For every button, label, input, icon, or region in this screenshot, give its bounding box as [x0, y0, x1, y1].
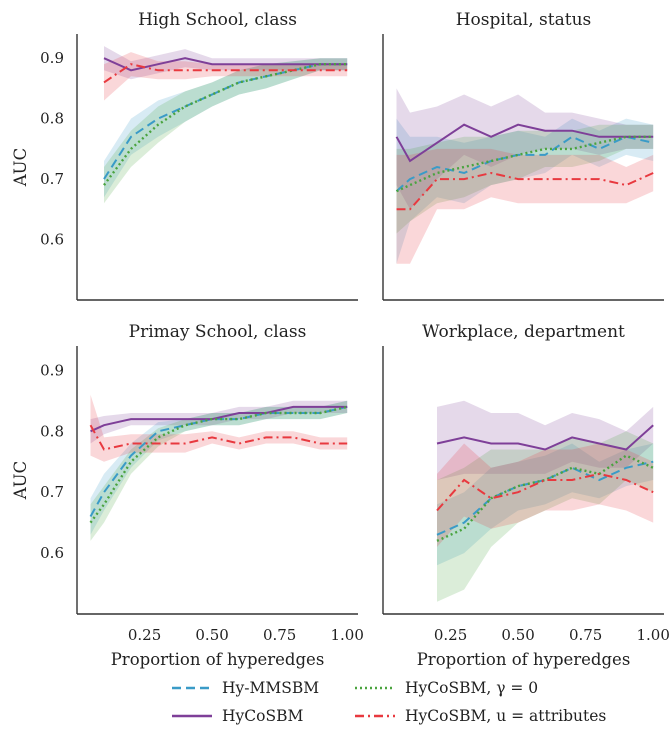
y-tick-label: 0.8 — [40, 422, 64, 440]
confidence-band — [90, 400, 348, 541]
legend-label: Hy-MMSBM — [222, 679, 319, 697]
panel-title: High School, class — [138, 10, 297, 30]
series-line — [89, 424, 348, 451]
x-tick-label: 0.75 — [263, 626, 296, 644]
x-tick-label: 0.50 — [501, 626, 534, 644]
chart-panels: High School, class 0.6 0.7 0.8 0.9 AUC Hospita… — [11, 10, 669, 669]
legend-item: HyCoSBM, γ = 0 — [355, 679, 538, 697]
x-tick-label: 0.75 — [569, 626, 602, 644]
panel-1: High School, class 0.6 0.7 0.8 0.9 AUC — [11, 10, 358, 301]
series-line — [89, 405, 348, 517]
legend-item: HyCoSBM — [172, 707, 303, 725]
y-tick-label: 0.8 — [40, 110, 64, 128]
legend-item: Hy-MMSBM — [172, 679, 319, 697]
confidence-band — [437, 443, 654, 547]
x-tick-label: 0.25 — [434, 626, 467, 644]
confidence-band — [396, 148, 654, 264]
confidence-band — [90, 394, 348, 462]
legend: Hy-MMSBM HyCoSBM HyCoSBM, γ = 0 HyCoSBM, u … — [172, 679, 606, 725]
legend-item: HyCoSBM, u = attributes — [355, 707, 606, 725]
confidence-band — [396, 88, 654, 210]
y-tick-label: 0.9 — [40, 49, 64, 67]
panel-2: Hospital, status — [382, 10, 664, 301]
series-line — [436, 460, 654, 536]
x-axis-label: Proportion of hyperedges — [417, 650, 631, 669]
series-line — [436, 454, 654, 542]
panel-4: Workplace, department 0.25 0.50 0.75 1.00 Pro… — [382, 322, 669, 669]
confidence-band — [104, 46, 348, 80]
y-tick-label: 0.7 — [40, 483, 64, 501]
x-tick-label: 0.50 — [195, 626, 228, 644]
panel-3: Primay School, class 0.6 0.7 0.8 0.9 AUC 0.25 0… — [11, 322, 364, 669]
series-line — [395, 123, 654, 163]
panel-title: Workplace, department — [422, 322, 625, 342]
panel-title: Primay School, class — [129, 322, 307, 342]
series-line — [396, 171, 654, 211]
confidence-band — [90, 400, 348, 444]
series-line — [395, 135, 654, 192]
confidence-band — [396, 118, 654, 264]
series-line — [436, 472, 654, 512]
confidence-band — [396, 124, 654, 234]
y-tick-label: 0.6 — [40, 544, 64, 562]
y-tick-label: 0.9 — [40, 361, 64, 379]
y-tick-label: 0.6 — [40, 231, 64, 249]
confidence-band — [104, 58, 348, 204]
x-axis-label: Proportion of hyperedges — [111, 650, 325, 669]
legend-label: HyCoSBM, γ = 0 — [405, 679, 538, 697]
confidence-band — [104, 58, 348, 198]
y-axis-label: AUC — [11, 148, 30, 187]
legend-label: HyCoSBM, u = attributes — [405, 707, 606, 725]
confidence-band — [437, 400, 654, 480]
y-tick-label: 0.7 — [40, 170, 64, 188]
series-line — [103, 63, 348, 180]
x-tick-label: 1.00 — [636, 626, 669, 644]
series-line — [103, 63, 348, 84]
y-axis-label: AUC — [11, 461, 30, 500]
legend-label: HyCoSBM — [222, 707, 303, 725]
x-tick-label: 0.25 — [128, 626, 161, 644]
panel-title: Hospital, status — [456, 10, 592, 30]
x-tick-label: 1.00 — [330, 626, 363, 644]
series-line — [436, 424, 654, 451]
series-line — [89, 405, 348, 524]
